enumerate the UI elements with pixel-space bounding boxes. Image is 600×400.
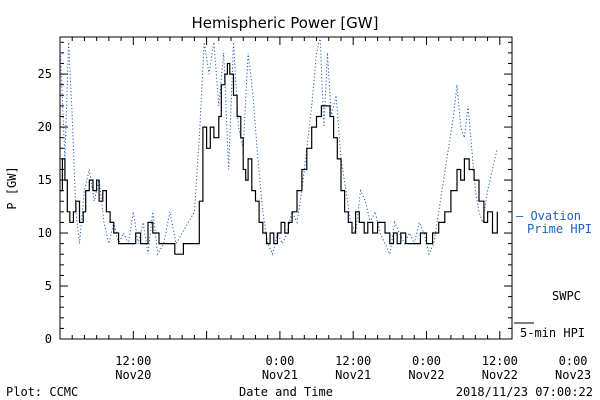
plot-frame xyxy=(59,36,513,340)
x-tick-label-time: 0:00 xyxy=(412,354,441,368)
y-axis-label: P [GW] xyxy=(5,166,19,209)
x-tick-label-date: Nov22 xyxy=(482,368,518,382)
legend-ovation-line1: — Ovation xyxy=(516,209,581,223)
series-line-ovation xyxy=(59,36,498,256)
x-axis: 12:00Nov200:00Nov2112:00Nov210:00Nov2212… xyxy=(59,37,591,382)
plot-border xyxy=(59,36,513,340)
legend-swpc-line2: 5-min HPI xyxy=(520,326,585,340)
x-tick-label-date: Nov20 xyxy=(115,368,151,382)
footer-timestamp: 2018/11/23 07:00:22 xyxy=(456,385,593,399)
y-tick-label: 0 xyxy=(45,332,52,346)
series-line-swpc xyxy=(60,62,498,255)
x-tick-label-time: 0:00 xyxy=(559,354,588,368)
y-tick-label: 10 xyxy=(38,226,52,240)
series-layer xyxy=(59,36,498,256)
x-tick-label-time: 0:00 xyxy=(265,354,294,368)
x-tick-label-date: Nov21 xyxy=(262,368,298,382)
legend-swpc: SWPC 5-min HPI xyxy=(514,289,585,340)
legend-swpc-line1: SWPC xyxy=(552,289,581,303)
y-axis: 0 5 10 15 20 25 xyxy=(38,41,512,346)
y-tick-label: 25 xyxy=(38,67,52,81)
x-tick-label-time: 12:00 xyxy=(115,354,151,368)
x-tick-label-date: Nov23 xyxy=(555,368,591,382)
x-axis-label: Date and Time xyxy=(239,385,333,399)
legend-ovation: — Ovation Prime HPI xyxy=(516,209,592,236)
x-tick-label-time: 12:00 xyxy=(482,354,518,368)
y-tick-label: 20 xyxy=(38,120,52,134)
x-tick-label-date: Nov21 xyxy=(335,368,371,382)
x-tick-label-time: 12:00 xyxy=(335,354,371,368)
y-tick-label: 5 xyxy=(45,279,52,293)
x-tick-label-date: Nov22 xyxy=(408,368,444,382)
chart-title: Hemispheric Power [GW] xyxy=(192,14,379,32)
legend-ovation-line2: Prime HPI xyxy=(527,222,592,236)
y-tick-label: 15 xyxy=(38,173,52,187)
footer-credit: Plot: CCMC xyxy=(6,385,78,399)
